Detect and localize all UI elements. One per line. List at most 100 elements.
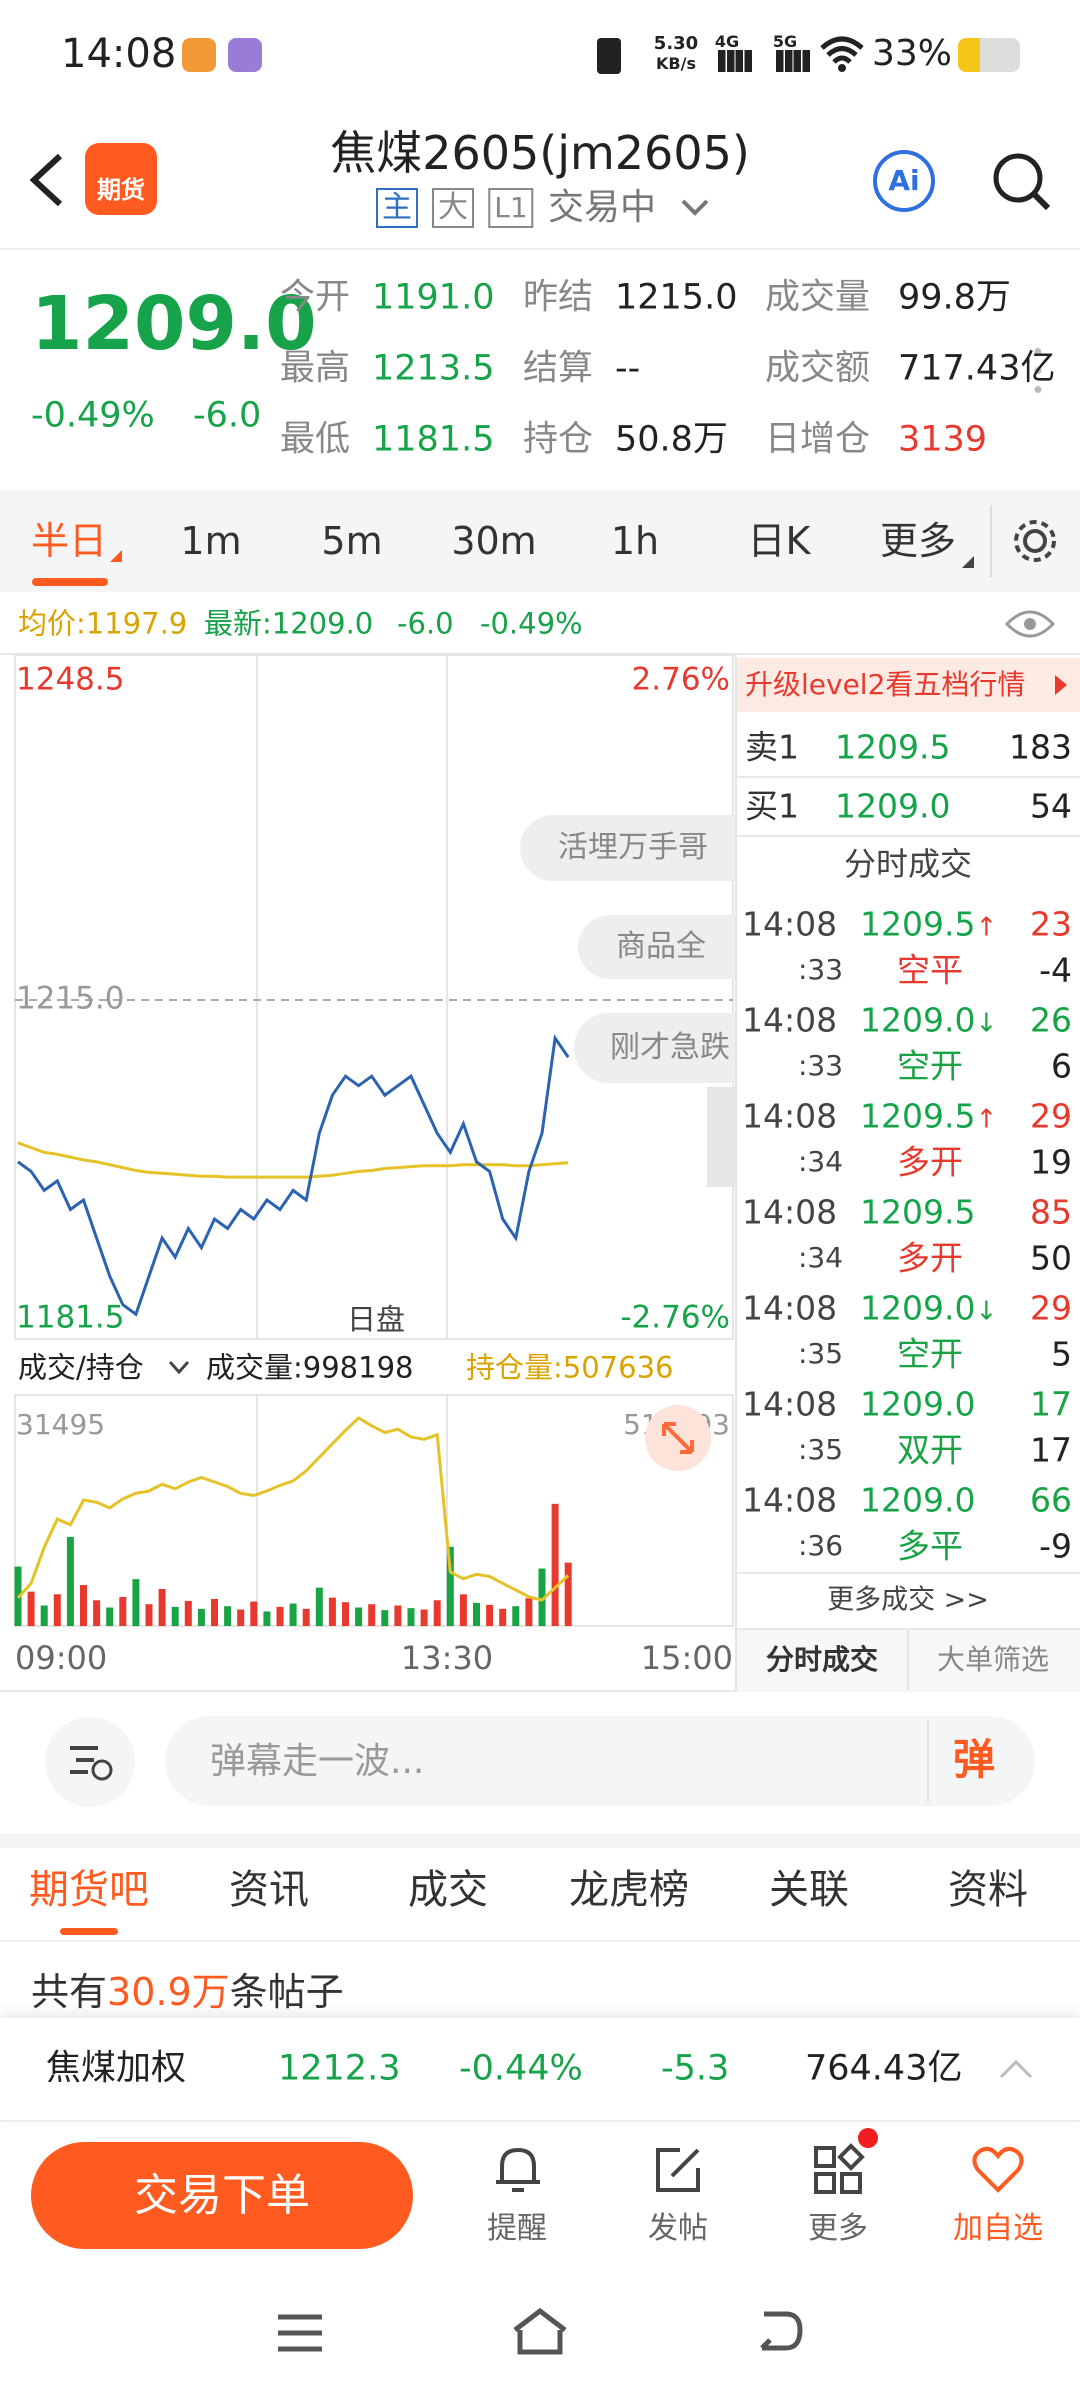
action-label[interactable]: 加自选: [953, 2211, 1043, 2246]
divider: [0, 1940, 1080, 1942]
tab-underline: [60, 1928, 118, 1935]
last-price: 1209.0: [31, 281, 317, 367]
section-tab[interactable]: 资料: [948, 1867, 1028, 1913]
stat-label: 成交额: [765, 348, 871, 389]
nav-back[interactable]: [756, 2308, 804, 2356]
net-unit: KB/s: [656, 54, 696, 73]
section-tab[interactable]: 成交: [408, 1867, 488, 1913]
ticker-bar[interactable]: [0, 2018, 1080, 2122]
more-icon: [814, 2143, 865, 2194]
divider: [737, 1572, 1080, 1574]
volume-bar: [263, 1611, 271, 1626]
danmaku-send[interactable]: 弹: [952, 1735, 996, 1784]
ticker-name: 焦煤加权: [46, 2048, 187, 2089]
volume-bar: [197, 1608, 205, 1626]
volume-bar: [368, 1604, 376, 1626]
volume-bar: [551, 1503, 559, 1626]
volume-bar: [276, 1606, 284, 1626]
volume-bar: [433, 1600, 441, 1626]
more-dots[interactable]: [1034, 342, 1042, 398]
volume-bar: [420, 1609, 428, 1626]
signal-bars: [718, 50, 752, 72]
danmaku-input[interactable]: [165, 1716, 1035, 1806]
eye-toggle[interactable]: [1004, 606, 1056, 642]
volume-bar: [40, 1605, 48, 1626]
trade-second: :36: [798, 1529, 844, 1562]
book-side: 买1: [745, 786, 799, 826]
tag: 大: [432, 188, 474, 228]
period-tab[interactable]: 1m: [180, 519, 242, 563]
alert-icon: [496, 2147, 540, 2192]
section-tab[interactable]: 期货吧: [29, 1867, 149, 1913]
volume-bar: [381, 1610, 389, 1626]
trade-time: 14:08: [742, 1384, 838, 1424]
stat-value: 1191.0: [372, 277, 495, 318]
trade-second: :34: [798, 1241, 844, 1274]
period-tab[interactable]: 更多: [879, 519, 957, 563]
watchlist-icon: [972, 2146, 1024, 2193]
trade-volume: 26: [1030, 1000, 1072, 1040]
action-label[interactable]: 提醒: [487, 2211, 547, 2246]
section-tab[interactable]: 关联: [769, 1867, 849, 1913]
settings-button[interactable]: [1010, 516, 1060, 566]
trade-volume: 29: [1030, 1096, 1072, 1136]
trade-kind: 双开: [897, 1430, 963, 1470]
more-trades[interactable]: 更多成交 >>: [827, 1584, 989, 1616]
volume-bar: [525, 1598, 533, 1626]
nav-menu[interactable]: [276, 2313, 324, 2353]
book-price: 1209.0: [835, 786, 951, 826]
logo-text: 期货: [97, 176, 145, 204]
period-tab[interactable]: 5m: [321, 519, 383, 563]
trade-volume: 17: [1030, 1384, 1072, 1424]
period-tab[interactable]: 30m: [451, 519, 537, 563]
avg-price: 均价:1197.9: [18, 606, 188, 641]
trade-price: 1209.0: [860, 1384, 976, 1424]
posts-suffix: 条帖子: [229, 1970, 344, 2014]
y-tick-label: 31495: [16, 1408, 105, 1441]
trade-arrow: ↓: [975, 1008, 998, 1039]
battery-icon: [958, 38, 1020, 72]
latest-pct: -0.49%: [480, 606, 583, 641]
period-tab[interactable]: 半日: [30, 519, 108, 563]
trade-volume: 66: [1030, 1480, 1072, 1520]
volume-bar: [250, 1601, 258, 1626]
expand-arrow[interactable]: [998, 2058, 1034, 2080]
danmaku-icon: [70, 1746, 113, 1781]
volume-bar: [145, 1604, 153, 1626]
trade-tab[interactable]: 分时成交: [765, 1643, 879, 1676]
section-tab[interactable]: 资讯: [229, 1867, 309, 1913]
badge: [858, 2128, 878, 2148]
trade-button[interactable]: [31, 2142, 413, 2249]
level2-banner[interactable]: [737, 658, 1080, 712]
action-label[interactable]: 更多: [808, 2211, 868, 2246]
section-tab[interactable]: 龙虎榜: [569, 1867, 689, 1913]
search-button[interactable]: [990, 150, 1054, 214]
volume-bar: [328, 1597, 336, 1626]
change-pct: -0.49%: [31, 395, 155, 436]
period-tab[interactable]: 1h: [610, 519, 660, 563]
selector[interactable]: 成交/持仓: [18, 1350, 144, 1385]
oi-line: [16, 1416, 570, 1602]
volume-bar: [512, 1606, 520, 1626]
danmaku-text: 活埋万手哥: [558, 830, 708, 865]
volume-bar: [27, 1591, 35, 1626]
divider: [927, 1720, 929, 1802]
action-label[interactable]: 发帖: [648, 2211, 708, 2246]
back-button[interactable]: [24, 150, 68, 210]
trade-second: :34: [798, 1145, 844, 1178]
volume-bar: [106, 1607, 114, 1626]
trade-time: 14:08: [742, 1480, 838, 1520]
tag: 主: [376, 188, 418, 228]
trade-volume: 29: [1030, 1288, 1072, 1328]
ai-button[interactable]: [873, 150, 935, 212]
nav-home[interactable]: [512, 2308, 568, 2356]
x-tick-label: 15:00: [641, 1639, 733, 1677]
app-icon: [182, 38, 216, 72]
trade-state[interactable]: 交易中: [548, 187, 657, 228]
banner-text: 升级level2看五档行情: [745, 668, 1026, 701]
post-icon: [656, 2148, 700, 2192]
period-tab[interactable]: 日K: [747, 519, 811, 563]
trade-tab[interactable]: 大单筛选: [936, 1643, 1050, 1676]
side-handle[interactable]: [707, 1087, 735, 1187]
